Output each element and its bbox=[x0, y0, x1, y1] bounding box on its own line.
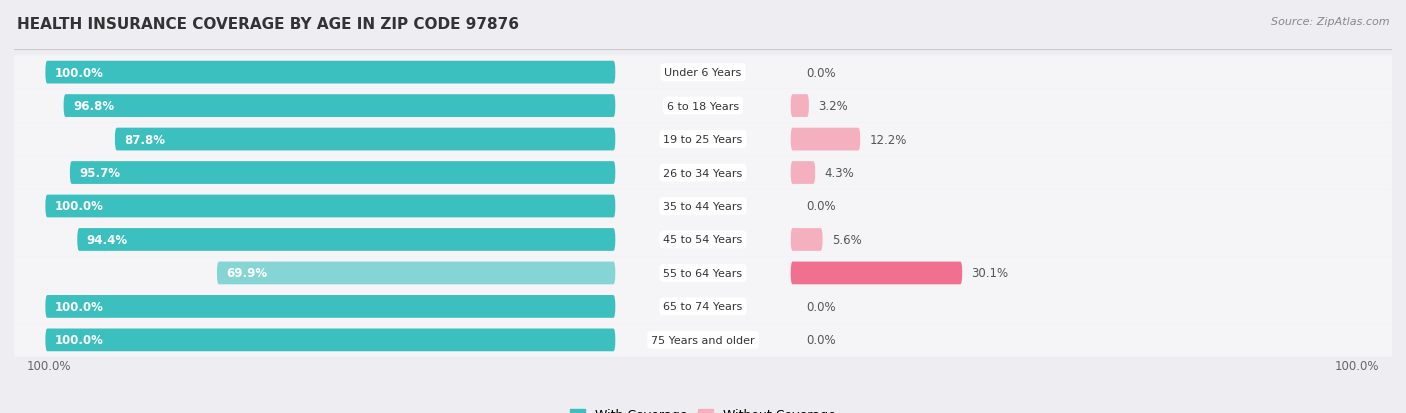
Text: 75 Years and older: 75 Years and older bbox=[651, 335, 755, 345]
FancyBboxPatch shape bbox=[790, 128, 860, 151]
Text: 65 to 74 Years: 65 to 74 Years bbox=[664, 301, 742, 312]
Text: 6 to 18 Years: 6 to 18 Years bbox=[666, 101, 740, 112]
Text: 100.0%: 100.0% bbox=[55, 334, 104, 347]
Text: 100.0%: 100.0% bbox=[55, 300, 104, 313]
FancyBboxPatch shape bbox=[45, 195, 616, 218]
FancyBboxPatch shape bbox=[77, 228, 616, 251]
FancyBboxPatch shape bbox=[14, 256, 1392, 290]
Text: 0.0%: 0.0% bbox=[807, 66, 837, 79]
Text: 87.8%: 87.8% bbox=[124, 133, 166, 146]
Text: 12.2%: 12.2% bbox=[869, 133, 907, 146]
Text: 0.0%: 0.0% bbox=[807, 300, 837, 313]
Text: 35 to 44 Years: 35 to 44 Years bbox=[664, 202, 742, 211]
FancyBboxPatch shape bbox=[45, 329, 616, 351]
Text: 5.6%: 5.6% bbox=[832, 233, 862, 247]
FancyBboxPatch shape bbox=[790, 262, 962, 285]
FancyBboxPatch shape bbox=[45, 62, 616, 84]
Text: 0.0%: 0.0% bbox=[807, 200, 837, 213]
Text: 100.0%: 100.0% bbox=[27, 360, 72, 373]
Text: 26 to 34 Years: 26 to 34 Years bbox=[664, 168, 742, 178]
FancyBboxPatch shape bbox=[14, 56, 1392, 90]
FancyBboxPatch shape bbox=[790, 95, 808, 118]
Text: Under 6 Years: Under 6 Years bbox=[665, 68, 741, 78]
Text: HEALTH INSURANCE COVERAGE BY AGE IN ZIP CODE 97876: HEALTH INSURANCE COVERAGE BY AGE IN ZIP … bbox=[17, 17, 519, 31]
FancyBboxPatch shape bbox=[790, 162, 815, 185]
Text: 100.0%: 100.0% bbox=[55, 200, 104, 213]
Text: 45 to 54 Years: 45 to 54 Years bbox=[664, 235, 742, 245]
FancyBboxPatch shape bbox=[14, 157, 1392, 190]
Text: 0.0%: 0.0% bbox=[807, 334, 837, 347]
FancyBboxPatch shape bbox=[217, 262, 616, 285]
Legend: With Coverage, Without Coverage: With Coverage, Without Coverage bbox=[565, 404, 841, 413]
FancyBboxPatch shape bbox=[14, 190, 1392, 223]
FancyBboxPatch shape bbox=[14, 90, 1392, 123]
FancyBboxPatch shape bbox=[14, 323, 1392, 357]
Text: 94.4%: 94.4% bbox=[87, 233, 128, 247]
Text: 95.7%: 95.7% bbox=[79, 166, 121, 180]
Text: Source: ZipAtlas.com: Source: ZipAtlas.com bbox=[1271, 17, 1389, 26]
FancyBboxPatch shape bbox=[14, 223, 1392, 256]
Text: 69.9%: 69.9% bbox=[226, 267, 267, 280]
FancyBboxPatch shape bbox=[790, 228, 823, 251]
Text: 96.8%: 96.8% bbox=[73, 100, 114, 113]
FancyBboxPatch shape bbox=[45, 295, 616, 318]
Text: 100.0%: 100.0% bbox=[1334, 360, 1379, 373]
Text: 4.3%: 4.3% bbox=[824, 166, 855, 180]
FancyBboxPatch shape bbox=[115, 128, 616, 151]
Text: 19 to 25 Years: 19 to 25 Years bbox=[664, 135, 742, 145]
FancyBboxPatch shape bbox=[70, 162, 616, 185]
FancyBboxPatch shape bbox=[14, 290, 1392, 323]
Text: 3.2%: 3.2% bbox=[818, 100, 848, 113]
Text: 100.0%: 100.0% bbox=[55, 66, 104, 79]
FancyBboxPatch shape bbox=[14, 123, 1392, 157]
FancyBboxPatch shape bbox=[63, 95, 616, 118]
Text: 30.1%: 30.1% bbox=[972, 267, 1008, 280]
Text: 55 to 64 Years: 55 to 64 Years bbox=[664, 268, 742, 278]
